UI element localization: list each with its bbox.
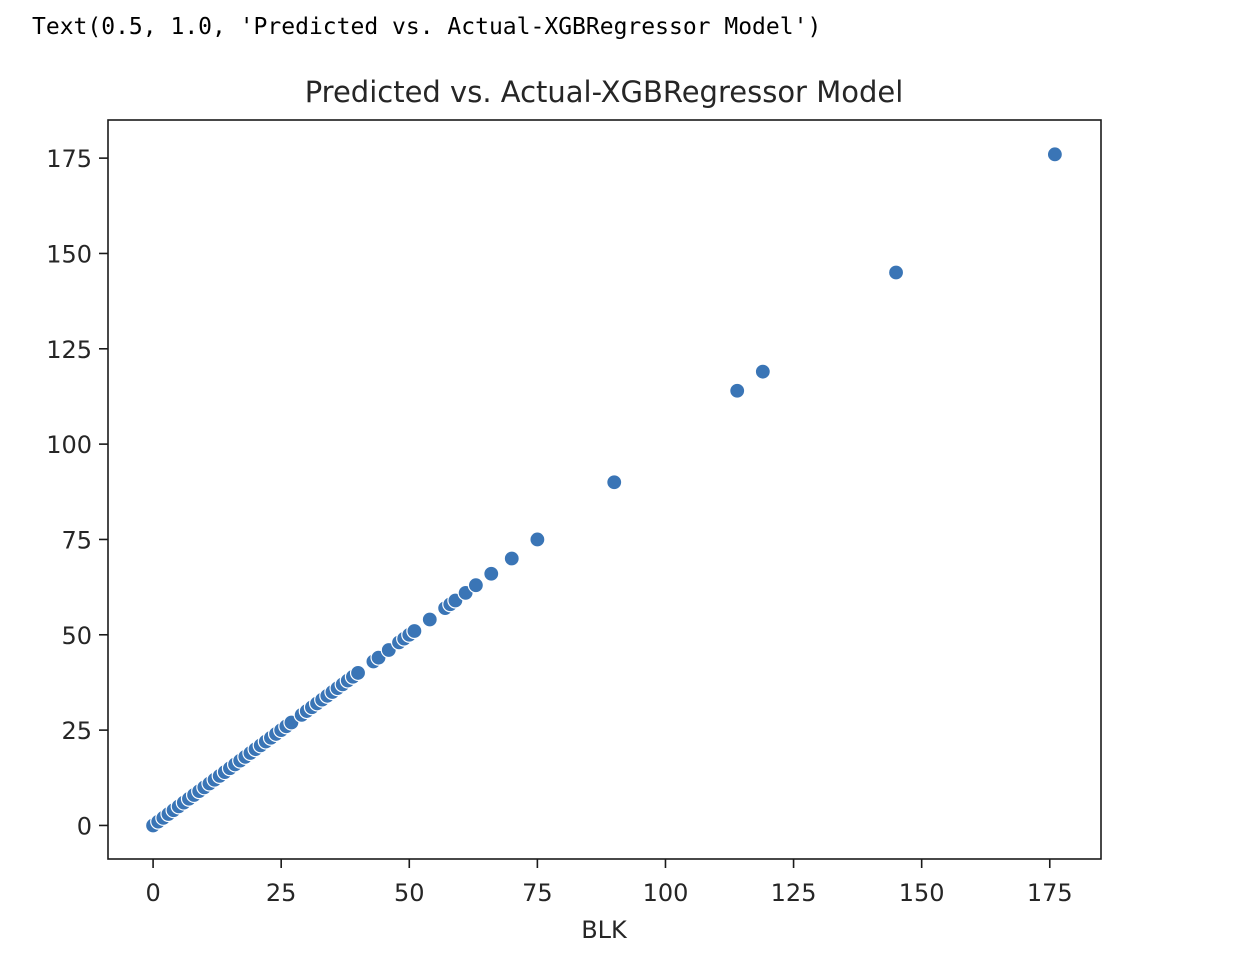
data-points (144, 146, 1063, 834)
data-point (406, 622, 423, 640)
x-axis-label: BLK (581, 916, 628, 944)
y-tick-label: 150 (46, 240, 92, 268)
data-point (349, 664, 367, 682)
x-tick-label: 0 (145, 879, 160, 907)
y-tick-label: 25 (61, 717, 92, 745)
cell-output-text: Text(0.5, 1.0, 'Predicted vs. Actual-XGB… (32, 14, 822, 40)
data-point (421, 611, 438, 628)
y-tick-label: 75 (61, 526, 92, 554)
data-point (529, 531, 546, 548)
y-tick-label: 125 (46, 336, 92, 364)
x-tick-label: 150 (899, 879, 945, 907)
x-tick-label: 50 (394, 879, 425, 907)
data-point (729, 382, 746, 399)
chart-title: Predicted vs. Actual-XGBRegressor Model (305, 75, 904, 109)
data-point (503, 550, 520, 567)
y-axis-ticks: 0 25 50 75 100 125 150 175 (46, 145, 108, 840)
x-tick-label: 175 (1027, 879, 1073, 907)
x-axis-ticks: 0 25 50 75 100 125 150 175 (145, 859, 1073, 907)
y-tick-label: 100 (46, 431, 92, 459)
y-tick-label: 175 (46, 145, 92, 173)
y-tick-label: 50 (61, 622, 92, 650)
data-point (606, 474, 623, 491)
x-tick-label: 125 (771, 879, 817, 907)
data-point (483, 565, 500, 582)
x-tick-label: 25 (266, 879, 297, 907)
x-tick-label: 100 (643, 879, 689, 907)
data-point (887, 264, 905, 281)
y-tick-label: 0 (77, 812, 92, 840)
data-point (467, 577, 484, 594)
data-point (1046, 146, 1063, 163)
x-tick-label: 75 (522, 879, 553, 907)
data-point (754, 363, 771, 380)
